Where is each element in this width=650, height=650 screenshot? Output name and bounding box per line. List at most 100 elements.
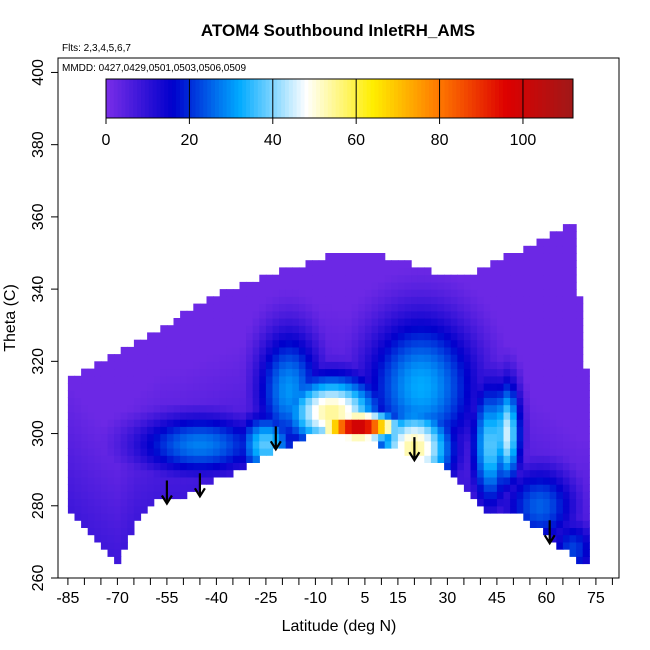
heatmap-cell [338, 281, 346, 290]
heatmap-cell [305, 267, 313, 276]
heatmap-cell [246, 440, 254, 449]
heatmap-cell [411, 419, 419, 427]
plot-frame [57, 57, 620, 579]
heatmap-cell [81, 498, 89, 507]
heatmap-cell [477, 455, 485, 463]
heatmap-cell [226, 426, 234, 435]
heatmap-cell [153, 455, 161, 463]
heatmap-cell [424, 390, 432, 398]
heatmap-cell [206, 397, 214, 406]
heatmap-cell [147, 411, 155, 420]
heatmap-cell [417, 289, 425, 297]
heatmap-cell [246, 426, 254, 435]
heatmap-cell [424, 404, 432, 413]
heatmap-cell [100, 505, 109, 514]
heatmap-cell [424, 433, 432, 442]
heatmap-cell [94, 426, 102, 435]
heatmap-cell [503, 390, 511, 398]
colorbar-segment [148, 79, 154, 118]
heatmap-cell [477, 462, 485, 471]
heatmap-cell [569, 397, 577, 406]
heatmap-cell [404, 267, 412, 276]
heatmap-cell [490, 274, 498, 283]
heatmap-cell [107, 354, 115, 362]
colorbar-segment [518, 79, 523, 118]
heatmap-cell [81, 411, 89, 420]
heatmap-cell [562, 325, 571, 333]
heatmap-cell [120, 527, 128, 536]
heatmap-cell [292, 274, 300, 283]
colorbar-segment [499, 79, 504, 118]
heatmap-cell [424, 419, 432, 427]
heatmap-cell [213, 368, 221, 377]
colorbar-segment [491, 79, 496, 118]
heatmap-cell [477, 332, 485, 341]
heatmap-cell [285, 303, 293, 312]
heatmap-cell [490, 433, 498, 442]
heatmap-cell [127, 462, 135, 471]
heatmap-cell [199, 476, 208, 485]
heatmap-cell [569, 354, 577, 362]
colorbar-segment [226, 79, 232, 118]
heatmap-cell [483, 318, 491, 326]
heatmap-cell [510, 397, 518, 406]
heatmap-cell [378, 375, 386, 384]
heatmap-cell [292, 332, 300, 341]
heatmap-cell [496, 397, 505, 406]
heatmap-cell [259, 354, 267, 362]
colorbar-segment [222, 79, 228, 118]
heatmap-cell [503, 375, 511, 384]
heatmap-cell [351, 253, 359, 261]
heatmap-cell [549, 253, 557, 261]
heatmap-cell [483, 498, 491, 507]
heatmap-cell [470, 375, 478, 384]
heatmap-cell [127, 498, 135, 507]
heatmap-cell [100, 541, 109, 550]
heatmap-cell [219, 411, 227, 420]
heatmap-cell [199, 383, 208, 391]
heatmap-cell [226, 318, 234, 326]
heatmap-cell [569, 513, 577, 521]
heatmap-cell [153, 383, 161, 391]
heatmap-cell [384, 296, 392, 305]
heatmap-cell [173, 476, 181, 485]
heatmap-cell [510, 325, 518, 333]
heatmap-cell [463, 375, 472, 384]
heatmap-cell [397, 289, 406, 297]
heatmap-cell [437, 440, 445, 449]
heatmap-cell [259, 339, 267, 348]
heatmap-cell [569, 289, 577, 297]
heatmap-cell [199, 390, 208, 398]
heatmap-cell [345, 274, 353, 283]
heatmap-cell [292, 281, 300, 290]
heatmap-cell [536, 260, 544, 268]
heatmap-cell [424, 310, 432, 319]
heatmap-cell [364, 274, 373, 283]
heatmap-cell [94, 419, 102, 427]
heatmap-cell [239, 332, 247, 341]
heatmap-cell [391, 267, 399, 276]
heatmap-cell [351, 354, 359, 362]
heatmap-cell [529, 498, 538, 507]
heatmap-cell [483, 476, 491, 485]
heatmap-cell [516, 484, 524, 492]
heatmap-cell [120, 534, 128, 543]
heatmap-cell [364, 346, 373, 355]
heatmap-cell [358, 303, 366, 312]
heatmap-cell [490, 368, 498, 377]
heatmap-cell [305, 296, 313, 305]
heatmap-cell [496, 354, 505, 362]
heatmap-cell [298, 310, 307, 319]
heatmap-cell [411, 404, 419, 413]
heatmap-cell [384, 354, 392, 362]
heatmap-cell [100, 375, 109, 384]
heatmap-cell [345, 281, 353, 290]
heatmap-cell [463, 339, 472, 348]
heatmap-cell [549, 484, 557, 492]
heatmap-cell [213, 469, 221, 478]
heatmap-cell [496, 289, 505, 297]
heatmap-cell [81, 462, 89, 471]
heatmap-cell [305, 404, 313, 413]
heatmap-cell [173, 484, 181, 492]
heatmap-cell [127, 491, 135, 500]
